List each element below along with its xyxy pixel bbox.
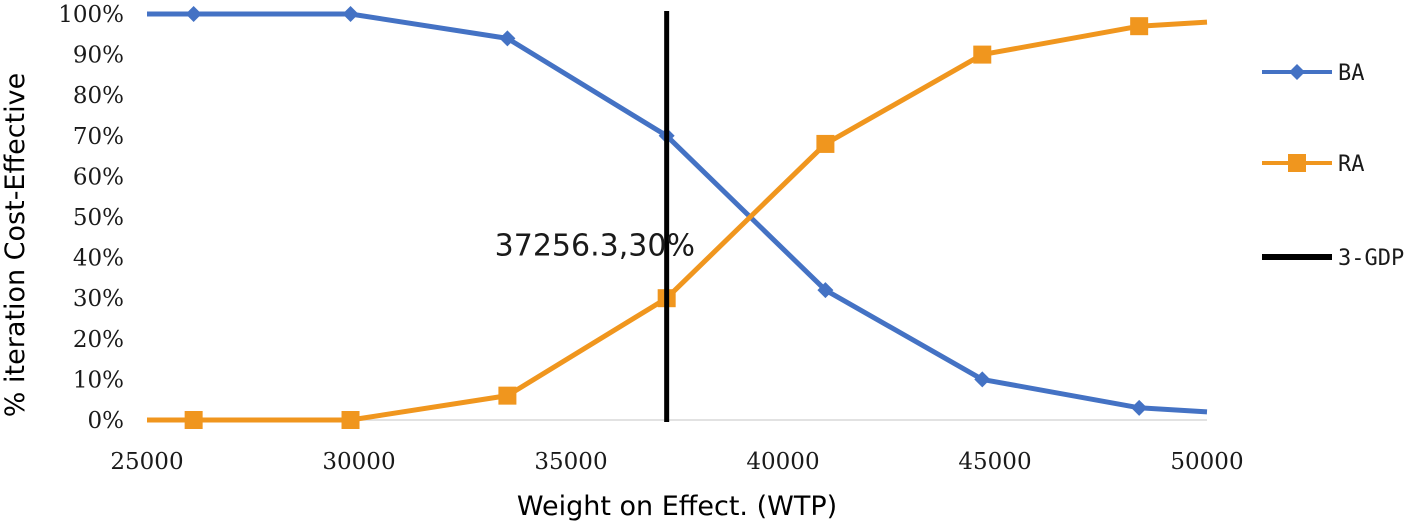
series-ba-point xyxy=(817,282,834,299)
y-tick-label: 20% xyxy=(73,327,124,353)
reference-annotation: 37256.3,30% xyxy=(495,228,695,263)
series-ra-point xyxy=(184,411,203,429)
series-ra-point xyxy=(973,45,992,64)
x-tick-label: 25000 xyxy=(110,449,183,475)
series-ba xyxy=(147,6,1208,416)
series-ba-point xyxy=(185,6,202,22)
legend-label-ra: RA xyxy=(1338,152,1365,177)
legend-label-ba: BA xyxy=(1338,61,1365,86)
series-ba-point xyxy=(1131,399,1148,416)
x-axis-ticks: 25000 30000 35000 40000 45000 50000 xyxy=(110,449,1243,475)
series-ra-point xyxy=(816,134,835,153)
y-tick-label: 30% xyxy=(73,286,124,312)
legend-label-3-gdp: 3-GDP xyxy=(1338,246,1404,271)
series-layer xyxy=(147,6,1208,429)
series-ra-point xyxy=(1130,17,1149,36)
y-tick-label: 0% xyxy=(88,408,125,434)
x-tick-label: 35000 xyxy=(534,449,607,475)
series-ra-line xyxy=(147,19,1208,423)
y-tick-label: 10% xyxy=(73,367,124,393)
series-ba-point xyxy=(499,30,516,47)
series-ra xyxy=(147,17,1208,429)
y-tick-label: 100% xyxy=(58,2,124,28)
y-tick-label: 40% xyxy=(73,246,124,272)
x-tick-label: 40000 xyxy=(746,449,819,475)
legend-item-ra: RA xyxy=(1262,152,1365,177)
y-tick-label: 70% xyxy=(73,124,124,150)
y-tick-label: 50% xyxy=(73,205,124,231)
series-ba-point xyxy=(974,371,991,388)
x-tick-label: 30000 xyxy=(322,449,395,475)
series-ra-point xyxy=(341,411,360,429)
legend-marker-ra xyxy=(1288,154,1306,172)
x-tick-label: 45000 xyxy=(958,449,1031,475)
series-ra-point xyxy=(498,386,517,405)
y-tick-label: 60% xyxy=(73,164,124,190)
legend-marker-ba xyxy=(1289,64,1305,80)
y-axis-title: % iteration Cost-Effective xyxy=(0,73,31,417)
legend: BA RA 3-GDP xyxy=(1262,61,1404,271)
series-ba-line xyxy=(147,11,1208,415)
legend-item-3-gdp: 3-GDP xyxy=(1262,246,1404,271)
x-axis-title: Weight on Effect. (WTP) xyxy=(517,491,837,522)
series-ba-point xyxy=(342,6,359,22)
x-tick-label: 50000 xyxy=(1170,449,1243,475)
legend-item-ba: BA xyxy=(1262,61,1365,86)
y-axis-ticks: 0% 10% 20% 30% 40% 50% 60% 70% 80% 90% 100% xyxy=(58,2,124,434)
y-tick-label: 90% xyxy=(73,43,124,69)
y-tick-label: 80% xyxy=(73,83,124,109)
